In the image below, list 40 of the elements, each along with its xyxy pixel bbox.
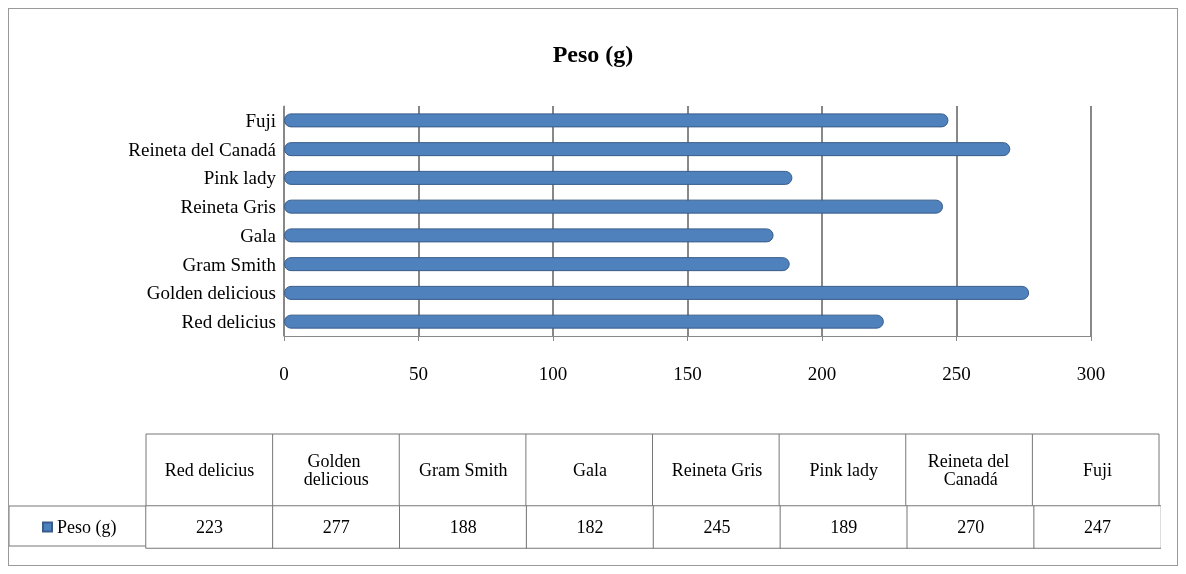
- x-tick-label: Fuji: [1083, 460, 1113, 480]
- x-tick-label: 150: [673, 363, 702, 384]
- y-tick-label: Golden delicious: [146, 282, 276, 304]
- bar: [284, 285, 1030, 300]
- bar: [284, 228, 774, 243]
- x-tick-label: 300: [1076, 363, 1106, 384]
- data-label: 189: [830, 517, 858, 537]
- legend-label: Peso (g): [57, 517, 117, 538]
- y-tick-label: Reineta del Canadá: [128, 138, 277, 160]
- x-tick-label: 50: [409, 363, 428, 384]
- x-tick-label: Golden delicious: [303, 451, 369, 489]
- bar: [284, 257, 790, 272]
- y-tick-label: Gala: [240, 224, 277, 246]
- y-tick-label: Red delicius: [181, 311, 276, 333]
- data-label: 245: [703, 517, 731, 537]
- data-label: 182: [576, 517, 604, 537]
- y-tick-label: Fuji: [245, 109, 276, 131]
- bar: [284, 314, 884, 329]
- x-tick-label: Reineta del Canadá: [927, 451, 1014, 489]
- data-label: 247: [1084, 517, 1112, 537]
- chart-title: Peso (g): [552, 41, 634, 67]
- bar: [284, 170, 793, 185]
- bar: [284, 142, 1011, 157]
- y-tick-label: Gram Smith: [182, 253, 277, 275]
- data-label: 270: [957, 517, 985, 537]
- bar: [284, 199, 944, 214]
- data-label: 223: [195, 517, 223, 537]
- x-tick-label: 250: [942, 363, 971, 384]
- x-tick-label: 200: [807, 363, 837, 384]
- bar: [284, 113, 949, 128]
- x-tick-label: Gram Smith: [418, 460, 508, 480]
- data-label: 277: [322, 517, 350, 537]
- y-tick-label: Reineta Gris: [180, 196, 276, 218]
- x-tick-label: Reineta Gris: [671, 460, 763, 480]
- y-tick-label: Pink lady: [203, 167, 277, 189]
- x-tick-label: 0: [279, 363, 289, 384]
- x-tick-label: 100: [538, 363, 568, 384]
- data-label: 188: [449, 517, 477, 537]
- x-tick-label: Gala: [573, 460, 608, 480]
- x-tick-label: Pink lady: [809, 460, 879, 480]
